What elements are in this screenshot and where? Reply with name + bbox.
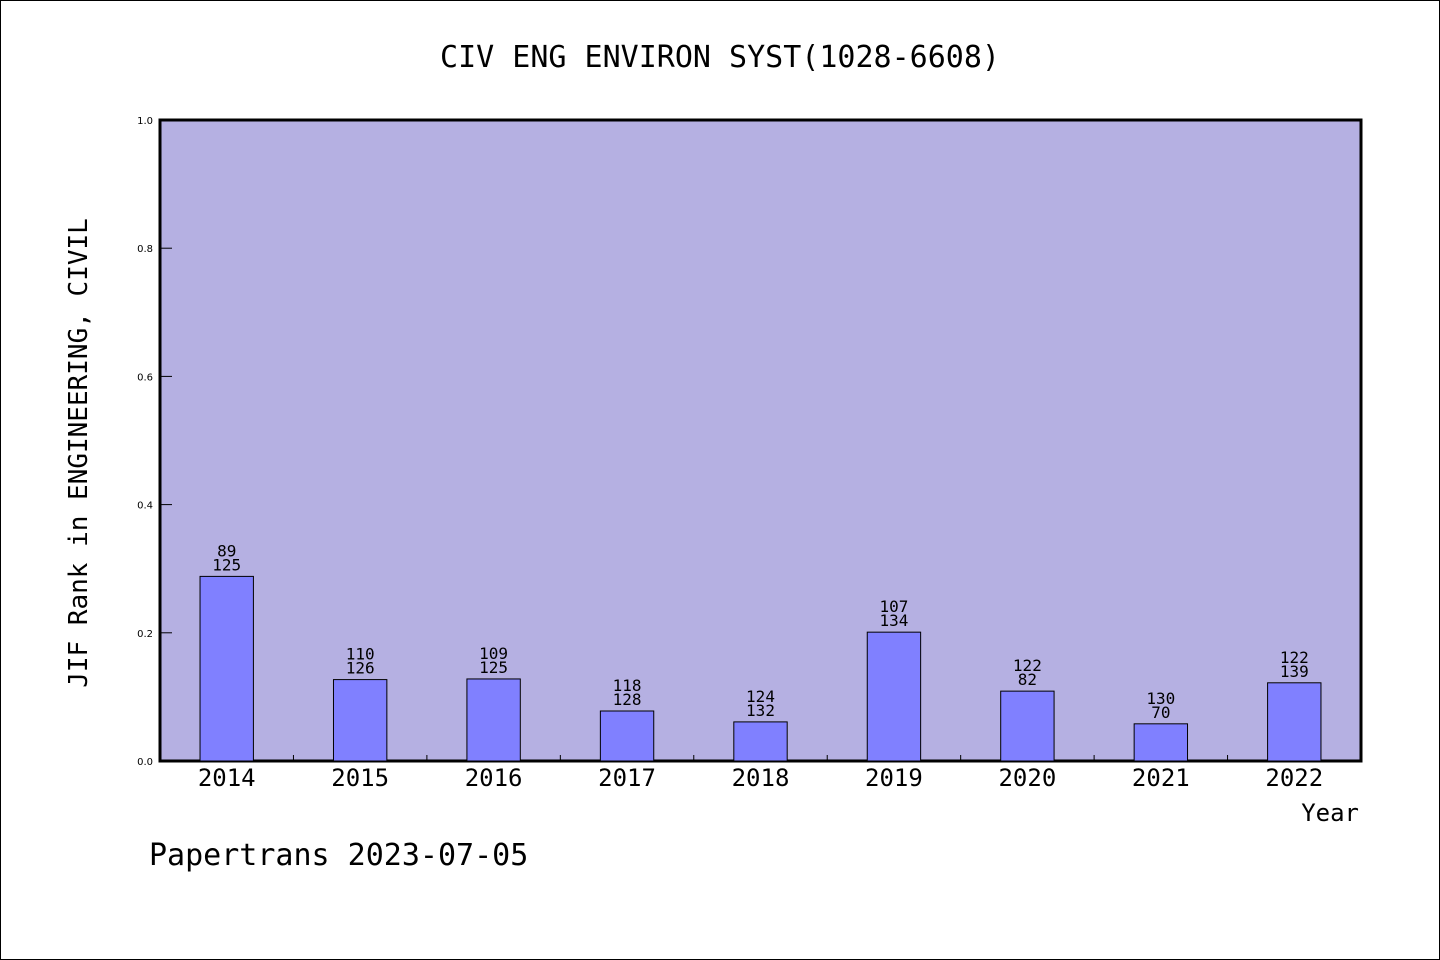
x-axis: 2014 2015 2016 2017 2018 2019 2020 2021 2022 <box>198 755 1323 792</box>
plot-area <box>158 118 1363 763</box>
y-tick-label: 0.4 <box>137 501 153 512</box>
x-tick-label: 2021 <box>1132 764 1190 792</box>
x-tick-label: 2017 <box>598 764 656 792</box>
bar-label-top: 109 <box>479 644 508 663</box>
bar <box>199 575 254 762</box>
bar <box>733 721 788 762</box>
bar-label-top: 89 <box>217 541 236 560</box>
x-tick-label: 2014 <box>198 764 256 792</box>
x-tick-label: 2018 <box>732 764 790 792</box>
y-tick-label: 0.0 <box>137 757 153 768</box>
bar-label-top: 122 <box>1013 656 1042 675</box>
y-tick-label: 0.6 <box>137 372 153 383</box>
x-tick-label: 2019 <box>865 764 923 792</box>
bar <box>1267 682 1322 762</box>
bar-label-bottom: 82 <box>1018 670 1037 689</box>
x-tick-label: 2016 <box>465 764 523 792</box>
bar-label-top: 110 <box>346 645 375 664</box>
bar-label-bottom: 70 <box>1151 703 1170 722</box>
bar <box>1133 723 1189 762</box>
footer-credit: Papertrans 2023-07-05 <box>149 838 528 873</box>
x-tick-label: 2020 <box>998 764 1056 792</box>
bar-label-top: 130 <box>1146 689 1175 708</box>
y-tick-label: 0.2 <box>137 629 153 640</box>
bar-label-top: 122 <box>1280 648 1309 667</box>
bar <box>466 678 521 762</box>
y-axis: 0.0 0.2 0.4 0.6 0.8 1.0 <box>137 116 172 768</box>
bar-label-top: 118 <box>613 676 642 695</box>
bar-label-bottom: 134 <box>879 611 908 630</box>
y-axis-label: JIF Rank in ENGINEERING, CIVIL <box>64 218 94 688</box>
bar <box>1000 690 1055 762</box>
y-tick-label: 1.0 <box>137 116 153 127</box>
bar <box>332 679 388 762</box>
bar-label-bottom: 125 <box>212 555 241 574</box>
bar <box>866 631 922 762</box>
bar-label-top: 124 <box>746 687 775 706</box>
x-tick-label: 2015 <box>331 764 389 792</box>
y-tick-label: 0.8 <box>137 244 153 255</box>
bar-label-bottom: 139 <box>1280 662 1309 681</box>
bar-label-bottom: 126 <box>346 659 375 678</box>
bar-label-top: 107 <box>879 597 908 616</box>
bar <box>599 710 655 762</box>
chart-title: CIV ENG ENVIRON SYST(1028-6608) <box>440 40 1000 75</box>
bar-label-bottom: 132 <box>746 701 775 720</box>
x-axis-label: Year <box>1301 799 1359 827</box>
bar-label-bottom: 128 <box>613 690 642 709</box>
x-tick-label: 2022 <box>1265 764 1323 792</box>
bar-label-bottom: 125 <box>479 658 508 677</box>
